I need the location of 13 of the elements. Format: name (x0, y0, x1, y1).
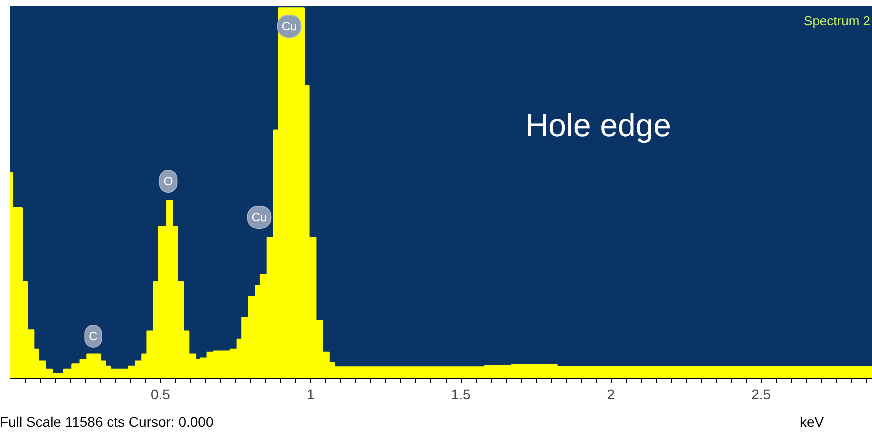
x-tick-label: 1 (306, 386, 315, 402)
annotation: Hole edge (526, 108, 672, 144)
annotation: Cu (252, 210, 268, 224)
annotation: Spectrum 2 (804, 14, 871, 28)
text: Full Scale 11586 cts Cursor: 0.000 (0, 413, 214, 432)
x-tick-label: 0.5 (150, 386, 171, 402)
x-tick-label: 2.5 (752, 386, 772, 402)
x-axis-title: keV (800, 413, 824, 432)
annotation: C (89, 330, 98, 344)
annotation: O (164, 174, 174, 188)
x-tick-label: 1.5 (451, 386, 471, 402)
x-tick-label: 2 (607, 386, 616, 402)
annotation: Cu (282, 20, 298, 34)
